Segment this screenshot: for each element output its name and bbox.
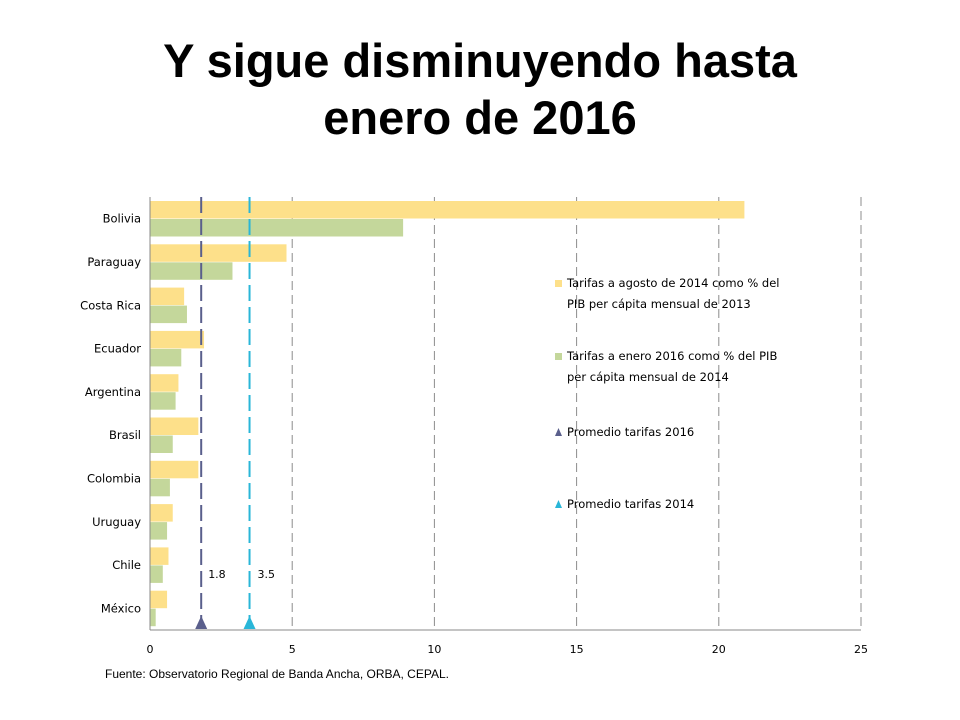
category-label: Paraguay (87, 255, 141, 269)
bar-2014-0 (150, 201, 745, 219)
bar-2016-4 (150, 392, 176, 410)
title-line-2: enero de 2016 (323, 91, 637, 144)
bar-2014-5 (150, 417, 199, 435)
x-tick-label: 15 (570, 643, 584, 656)
legend-label-1: per cápita mensual de 2014 (567, 370, 729, 384)
category-label: Chile (112, 558, 141, 572)
source-note: Fuente: Observatorio Regional de Banda A… (105, 667, 449, 681)
reference-label-1: 3.5 (258, 568, 276, 581)
bar-2016-1 (150, 262, 233, 280)
category-label: Colombia (87, 471, 141, 485)
x-tick-label: 25 (854, 643, 868, 656)
x-tick-label: 20 (712, 643, 726, 656)
reference-label-0: 1.8 (208, 568, 226, 581)
bar-2014-8 (150, 547, 169, 565)
bar-2016-0 (150, 219, 404, 237)
category-label: Costa Rica (80, 298, 141, 312)
category-label: Bolivia (103, 212, 141, 226)
bar-2014-1 (150, 244, 287, 262)
category-label: México (101, 601, 141, 615)
legend-marker-1 (555, 500, 562, 508)
reference-marker-0 (195, 616, 208, 629)
bar-2014-4 (150, 374, 179, 392)
bar-2014-2 (150, 287, 185, 306)
legend-label-ref-1: Promedio tarifas 2014 (567, 497, 694, 511)
legend-label-0: PIB per cápita mensual de 2013 (567, 297, 751, 311)
bar-2016-9 (150, 608, 156, 627)
category-label: Ecuador (94, 342, 141, 356)
bar-2014-7 (150, 504, 173, 522)
bar-2016-3 (150, 348, 182, 367)
bar-2016-6 (150, 478, 170, 497)
legend-marker-0 (555, 428, 562, 436)
bar-2016-5 (150, 435, 173, 453)
bar-2014-9 (150, 590, 168, 609)
slide-title: Y sigue disminuyendo hasta enero de 2016 (0, 32, 960, 146)
bar-2014-6 (150, 460, 199, 479)
category-label: Argentina (85, 385, 141, 399)
legend-swatch-0 (555, 280, 562, 287)
bar-2016-2 (150, 305, 187, 324)
bar-2016-8 (150, 565, 163, 583)
reference-marker-1 (243, 616, 256, 629)
bar-2016-7 (150, 522, 168, 540)
category-label: Brasil (109, 428, 141, 442)
legend-label-0: Tarifas a agosto de 2014 como % del (566, 276, 779, 290)
x-tick-label: 10 (427, 643, 441, 656)
legend-swatch-1 (555, 353, 562, 360)
bar-2014-3 (150, 330, 205, 349)
legend-label-ref-0: Promedio tarifas 2016 (567, 425, 694, 439)
x-tick-label: 5 (289, 643, 296, 656)
x-tick-label: 0 (147, 643, 154, 656)
title-line-1: Y sigue disminuyendo hasta (163, 34, 797, 87)
legend-label-1: Tarifas a enero 2016 como % del PIB (566, 349, 777, 363)
category-label: Uruguay (92, 515, 141, 529)
